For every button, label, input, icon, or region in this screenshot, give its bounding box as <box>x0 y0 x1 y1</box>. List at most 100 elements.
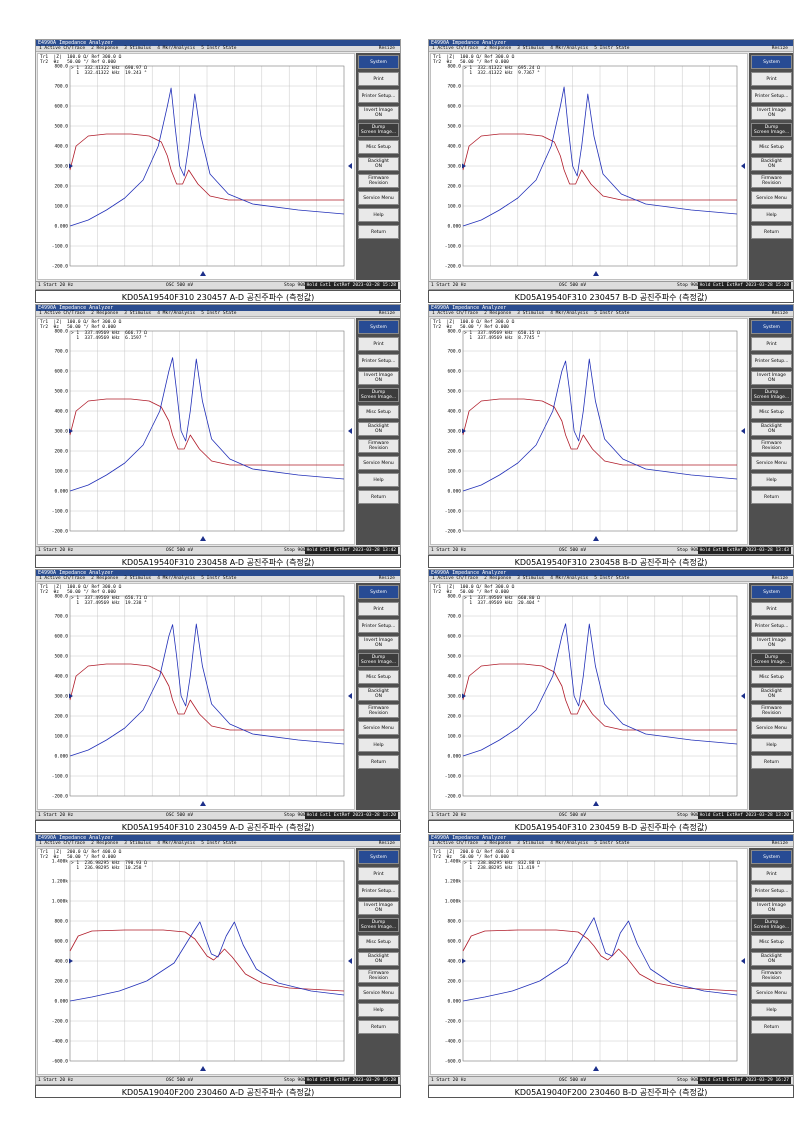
menu-item[interactable]: 3 Stimulus <box>517 46 545 51</box>
menu-item[interactable]: 2 Response <box>91 841 119 846</box>
softkey-button[interactable]: System <box>751 850 792 864</box>
softkey-button[interactable]: Dump Screen Image... <box>358 918 399 932</box>
resize-menu[interactable]: Resize <box>771 46 788 51</box>
softkey-button[interactable]: Firmware Revision <box>751 174 792 188</box>
menu-item[interactable]: 4 Mkr/Analysis <box>550 311 589 316</box>
softkey-button[interactable]: Return <box>751 755 792 769</box>
softkey-button[interactable]: Service Menu <box>358 191 399 205</box>
menu-item[interactable]: 3 Stimulus <box>124 311 152 316</box>
softkey-button[interactable]: Dump Screen Image... <box>751 388 792 402</box>
menu-item[interactable]: 5 Instr State <box>201 311 237 316</box>
softkey-button[interactable]: Help <box>751 738 792 752</box>
menu-item[interactable]: 5 Instr State <box>201 576 237 581</box>
softkey-button[interactable]: Help <box>751 473 792 487</box>
softkey-button[interactable]: Print <box>358 72 399 86</box>
menu-item[interactable]: 2 Response <box>91 46 119 51</box>
softkey-button[interactable]: Firmware Revision <box>358 174 399 188</box>
resize-menu[interactable]: Resize <box>378 841 395 846</box>
softkey-button[interactable]: Firmware Revision <box>751 439 792 453</box>
softkey-button[interactable]: Print <box>751 337 792 351</box>
softkey-button[interactable]: Firmware Revision <box>358 704 399 718</box>
menu-item[interactable]: 1 Active Ch/Trace <box>39 46 86 51</box>
resize-menu[interactable]: Resize <box>378 311 395 316</box>
softkey-button[interactable]: Service Menu <box>358 456 399 470</box>
menu-item[interactable]: 2 Response <box>91 311 119 316</box>
menu-item[interactable]: 4 Mkr/Analysis <box>157 311 196 316</box>
softkey-button[interactable]: System <box>751 320 792 334</box>
menu-item[interactable]: 1 Active Ch/Trace <box>432 311 479 316</box>
softkey-button[interactable]: Printer Setup... <box>751 619 792 633</box>
softkey-button[interactable]: Dump Screen Image... <box>358 653 399 667</box>
menu-item[interactable]: 1 Active Ch/Trace <box>39 576 86 581</box>
softkey-button[interactable]: Invert Image ON <box>358 636 399 650</box>
softkey-button[interactable]: Service Menu <box>358 986 399 1000</box>
menu-item[interactable]: 1 Active Ch/Trace <box>432 46 479 51</box>
menu-item[interactable]: 1 Active Ch/Trace <box>432 841 479 846</box>
resize-menu[interactable]: Resize <box>771 841 788 846</box>
menu-item[interactable]: 5 Instr State <box>594 46 630 51</box>
softkey-button[interactable]: Printer Setup... <box>358 354 399 368</box>
menu-item[interactable]: 2 Response <box>91 576 119 581</box>
softkey-button[interactable]: Return <box>358 1020 399 1034</box>
softkey-button[interactable]: System <box>358 320 399 334</box>
softkey-button[interactable]: Print <box>358 867 399 881</box>
softkey-button[interactable]: Return <box>751 1020 792 1034</box>
softkey-button[interactable]: Dump Screen Image... <box>358 388 399 402</box>
menu-item[interactable]: 5 Instr State <box>594 311 630 316</box>
softkey-button[interactable]: Invert Image ON <box>358 371 399 385</box>
resize-menu[interactable]: Resize <box>378 46 395 51</box>
softkey-button[interactable]: Printer Setup... <box>358 89 399 103</box>
softkey-button[interactable]: System <box>358 55 399 69</box>
softkey-button[interactable]: Help <box>751 1003 792 1017</box>
softkey-button[interactable]: Help <box>358 1003 399 1017</box>
softkey-button[interactable]: Print <box>751 72 792 86</box>
softkey-button[interactable]: Help <box>358 208 399 222</box>
menu-item[interactable]: 4 Mkr/Analysis <box>550 46 589 51</box>
softkey-button[interactable]: Misc Setup <box>358 405 399 419</box>
softkey-button[interactable]: System <box>751 585 792 599</box>
softkey-button[interactable]: Service Menu <box>751 986 792 1000</box>
menu-item[interactable]: 2 Response <box>484 311 512 316</box>
softkey-button[interactable]: Print <box>751 602 792 616</box>
menu-item[interactable]: 1 Active Ch/Trace <box>39 841 86 846</box>
softkey-button[interactable]: Return <box>751 490 792 504</box>
softkey-button[interactable]: Return <box>358 225 399 239</box>
softkey-button[interactable]: Service Menu <box>751 191 792 205</box>
softkey-button[interactable]: Printer Setup... <box>751 354 792 368</box>
softkey-button[interactable]: Backlight ON <box>751 687 792 701</box>
softkey-button[interactable]: Print <box>751 867 792 881</box>
menu-item[interactable]: 2 Response <box>484 46 512 51</box>
softkey-button[interactable]: Backlight ON <box>358 157 399 171</box>
softkey-button[interactable]: Invert Image ON <box>751 371 792 385</box>
softkey-button[interactable]: Invert Image ON <box>358 106 399 120</box>
softkey-button[interactable]: Misc Setup <box>358 935 399 949</box>
menu-item[interactable]: 2 Response <box>484 576 512 581</box>
softkey-button[interactable]: Print <box>358 337 399 351</box>
softkey-button[interactable]: Invert Image ON <box>751 636 792 650</box>
softkey-button[interactable]: Return <box>358 755 399 769</box>
resize-menu[interactable]: Resize <box>378 576 395 581</box>
softkey-button[interactable]: Dump Screen Image... <box>358 123 399 137</box>
menu-item[interactable]: 3 Stimulus <box>517 576 545 581</box>
softkey-button[interactable]: Misc Setup <box>358 670 399 684</box>
menu-item[interactable]: 4 Mkr/Analysis <box>157 46 196 51</box>
softkey-button[interactable]: Printer Setup... <box>358 619 399 633</box>
softkey-button[interactable]: System <box>358 850 399 864</box>
menu-item[interactable]: 2 Response <box>484 841 512 846</box>
softkey-button[interactable]: Invert Image ON <box>751 106 792 120</box>
menu-item[interactable]: 5 Instr State <box>201 46 237 51</box>
softkey-button[interactable]: Service Menu <box>358 721 399 735</box>
menu-item[interactable]: 4 Mkr/Analysis <box>157 841 196 846</box>
softkey-button[interactable]: Dump Screen Image... <box>751 123 792 137</box>
menu-item[interactable]: 5 Instr State <box>594 576 630 581</box>
softkey-button[interactable]: Backlight ON <box>751 952 792 966</box>
softkey-button[interactable]: Service Menu <box>751 456 792 470</box>
menu-item[interactable]: 4 Mkr/Analysis <box>550 576 589 581</box>
softkey-button[interactable]: Backlight ON <box>358 422 399 436</box>
softkey-button[interactable]: Backlight ON <box>358 952 399 966</box>
softkey-button[interactable]: Printer Setup... <box>358 884 399 898</box>
softkey-button[interactable]: Print <box>358 602 399 616</box>
softkey-button[interactable]: Dump Screen Image... <box>751 653 792 667</box>
menu-item[interactable]: 4 Mkr/Analysis <box>157 576 196 581</box>
softkey-button[interactable]: Misc Setup <box>751 140 792 154</box>
